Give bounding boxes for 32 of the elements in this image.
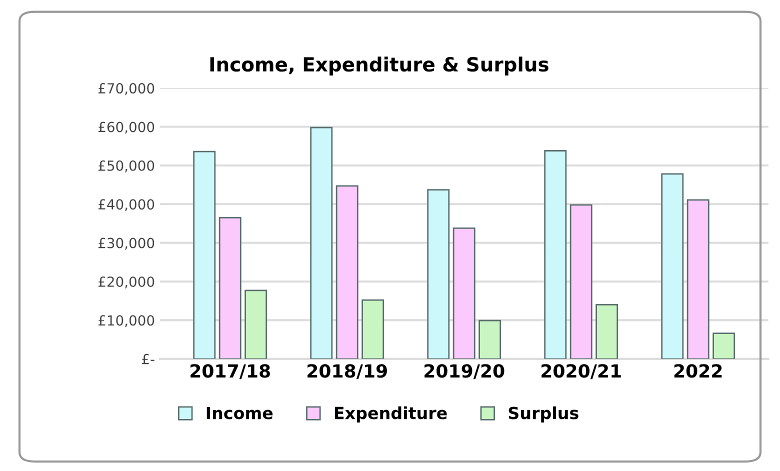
x-tick-label: 2019/20 xyxy=(424,364,504,380)
x-tick-label: 2017/18 xyxy=(190,364,270,380)
bar xyxy=(686,199,710,359)
y-tick-label: £60,000 xyxy=(98,122,154,134)
bar xyxy=(218,216,242,359)
bar xyxy=(661,173,684,359)
bar xyxy=(362,299,384,359)
y-tick-label: £- xyxy=(142,354,154,364)
bar xyxy=(712,332,736,359)
y-tick-label: £30,000 xyxy=(98,238,154,250)
y-tick-label: £70,000 xyxy=(98,83,154,95)
bar xyxy=(193,150,216,359)
bar xyxy=(596,304,618,359)
y-tick-label: £10,000 xyxy=(98,315,154,328)
legend-label: Expenditure xyxy=(334,406,447,423)
legend-label: Income xyxy=(206,406,273,420)
y-tick-label: £50,000 xyxy=(98,160,154,172)
bar xyxy=(336,185,358,359)
bar xyxy=(544,150,567,359)
y-tick-label: £20,000 xyxy=(98,276,154,288)
chart-title: Income, Expenditure & Surplus xyxy=(210,56,548,76)
y-tick-label: £40,000 xyxy=(98,199,154,212)
bar xyxy=(427,189,450,359)
bar xyxy=(570,204,592,359)
x-tick-label: 2022 xyxy=(674,364,722,378)
bar xyxy=(478,320,502,359)
bar xyxy=(244,290,268,359)
bar xyxy=(310,126,333,359)
legend-label: Surplus xyxy=(508,406,578,423)
x-tick-label: 2018/19 xyxy=(308,364,387,380)
x-tick-label: 2020/21 xyxy=(542,364,621,380)
bar xyxy=(452,227,476,359)
